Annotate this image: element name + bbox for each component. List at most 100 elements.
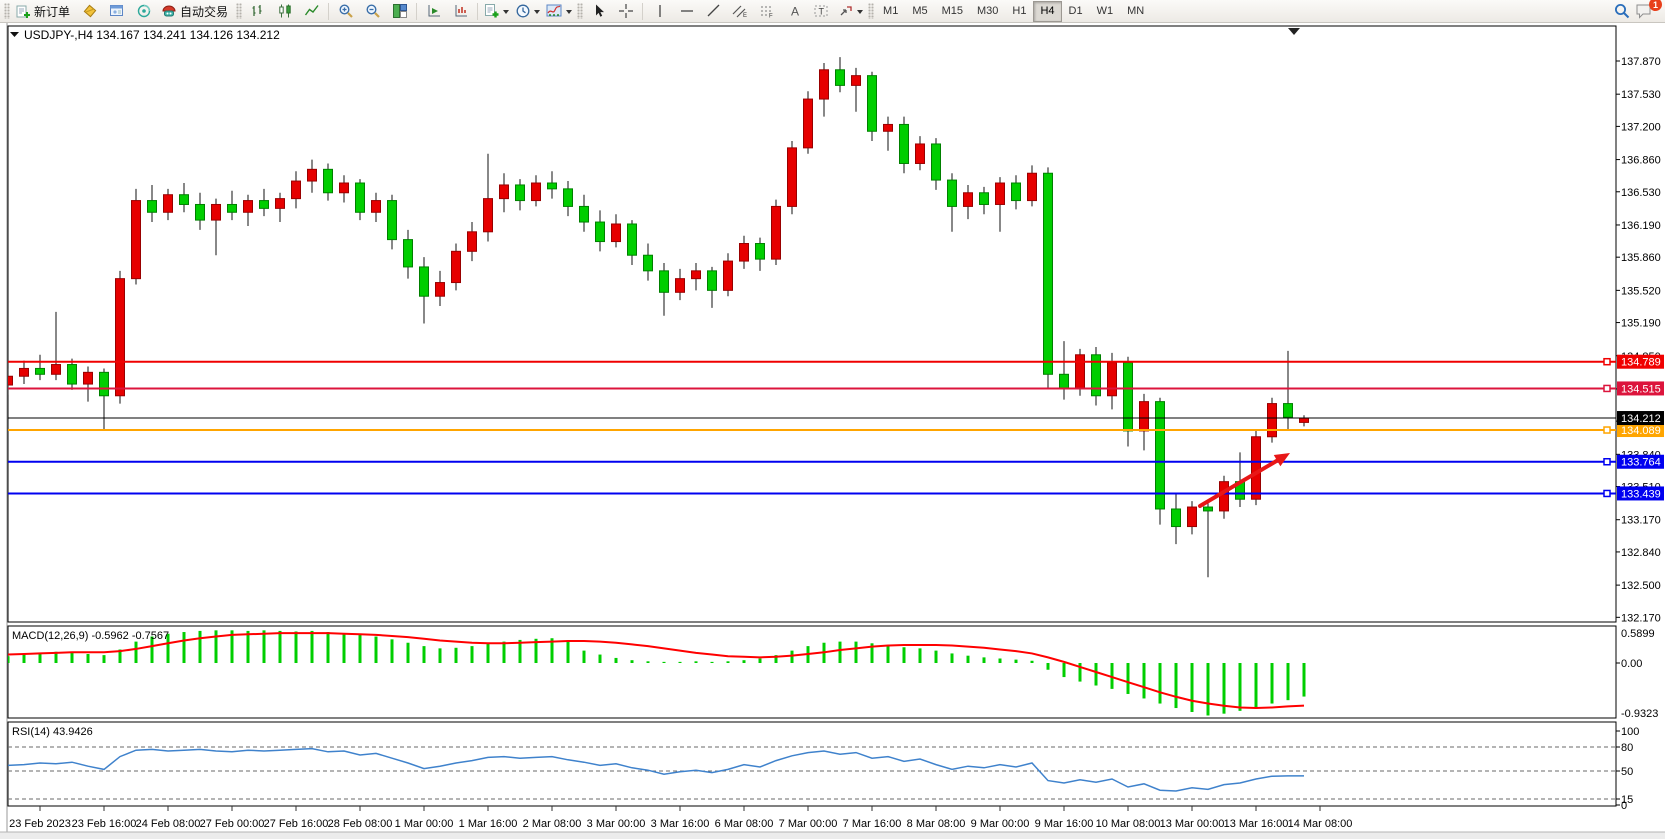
autotrading-label: 自动交易 xyxy=(180,4,229,19)
candle xyxy=(35,354,45,381)
line-handle[interactable] xyxy=(1603,457,1611,466)
candle xyxy=(947,173,957,232)
toolbar-grip[interactable] xyxy=(577,3,584,19)
candle-body xyxy=(1075,354,1085,389)
time-axis-label: 28 Feb 08:00 xyxy=(328,818,393,830)
price-axis-label: 137.870 xyxy=(1621,56,1661,68)
timeframe-m5-button[interactable]: M5 xyxy=(912,5,928,17)
track-chart-button[interactable] xyxy=(447,1,474,22)
trend-arrow[interactable] xyxy=(1198,458,1280,508)
candle xyxy=(643,243,653,281)
indicators-button[interactable] xyxy=(543,1,575,22)
macd-axis-min: -0.9323 xyxy=(1621,708,1658,720)
horizontal-line-tool-button[interactable] xyxy=(673,1,700,22)
toolbar-separator xyxy=(477,2,479,20)
time-axis-label: 27 Feb 16:00 xyxy=(264,818,329,830)
candle-body xyxy=(355,182,365,213)
auto-arrange-button[interactable] xyxy=(420,1,447,22)
rsi-layer xyxy=(8,746,1616,800)
channel-tool-button[interactable]: E xyxy=(727,1,754,22)
candle xyxy=(259,188,269,217)
candle-body xyxy=(595,221,605,243)
candle-body xyxy=(995,182,1005,205)
timeframe-m30-button[interactable]: M30 xyxy=(977,5,999,17)
candle-body xyxy=(35,367,45,375)
candle xyxy=(483,153,493,242)
toolbar-grip[interactable] xyxy=(236,3,243,19)
candle xyxy=(227,190,237,221)
line-handle[interactable] xyxy=(1603,426,1611,434)
line-chart-icon xyxy=(304,5,319,16)
candle-body xyxy=(675,278,685,293)
timeframe-group: M1 M5 M15 M30 H1 H4 D1 W1 MN xyxy=(876,0,1151,22)
label-tool-button[interactable]: T xyxy=(808,1,835,22)
profiles-button[interactable] xyxy=(512,1,543,22)
zoom-out-icon xyxy=(366,4,380,18)
line-handle[interactable] xyxy=(1603,489,1611,498)
price-line-label: 133.764 xyxy=(1621,457,1661,469)
time-axis-label: 13 Mar 16:00 xyxy=(1224,818,1289,830)
price-axis-label: 137.530 xyxy=(1621,89,1661,101)
market-watch-button[interactable] xyxy=(76,1,103,22)
candle-body xyxy=(1011,182,1021,202)
timeframe-m15-button[interactable]: M15 xyxy=(941,5,963,17)
price-line-label-box xyxy=(1617,454,1664,469)
fibonacci-tool-button[interactable]: F xyxy=(754,1,781,22)
toolbar-grip[interactable] xyxy=(868,3,875,19)
timeframe-d1-button[interactable]: D1 xyxy=(1068,5,1083,17)
autotrading-button[interactable]: 自动交易 xyxy=(157,1,234,22)
tile-windows-button[interactable] xyxy=(386,1,413,22)
trendline-tool-button[interactable] xyxy=(700,1,727,22)
terminal-button[interactable] xyxy=(103,1,130,22)
candle xyxy=(835,57,845,93)
candle-body xyxy=(275,198,285,209)
candle-body xyxy=(1203,506,1213,512)
candle-body xyxy=(723,260,733,291)
macd-axis-max: 0.5899 xyxy=(1621,628,1655,640)
time-axis-label: 24 Feb 08:00 xyxy=(136,818,201,830)
zoom-in-button[interactable] xyxy=(332,1,359,22)
timeframe-m1-button[interactable]: M1 xyxy=(883,5,899,17)
toolbar-grip[interactable] xyxy=(4,3,10,19)
search-button[interactable] xyxy=(1608,1,1635,22)
crosshair-tool-button[interactable] xyxy=(612,1,639,22)
time-axis-label: 9 Mar 00:00 xyxy=(971,818,1030,830)
candle-body xyxy=(851,75,861,86)
line-chart-mode-button[interactable] xyxy=(298,1,325,22)
zoom-out-button[interactable] xyxy=(359,1,386,22)
candlestick-mode-button[interactable] xyxy=(271,1,298,22)
new-order-button[interactable]: 新订单 xyxy=(12,1,76,22)
rsi-label: RSI(14) 43.9426 xyxy=(12,726,93,738)
line-handle[interactable] xyxy=(1603,384,1611,393)
candle xyxy=(275,192,285,223)
time-axis-label: 13 Mar 00:00 xyxy=(1160,818,1225,830)
timeframe-h4-button[interactable]: H4 xyxy=(1033,0,1062,22)
line-handle[interactable] xyxy=(1603,357,1611,366)
notifications-button[interactable]: 1 xyxy=(1635,0,1662,20)
candle xyxy=(1267,397,1277,443)
text-tool-button[interactable]: A xyxy=(781,1,808,22)
chart-collapse-icon[interactable] xyxy=(10,32,19,37)
candle xyxy=(115,270,125,404)
timeframe-mn-button[interactable]: MN xyxy=(1127,5,1145,17)
candle xyxy=(1171,493,1181,545)
new-chart-icon xyxy=(485,4,499,18)
timeframe-h1-button[interactable]: H1 xyxy=(1012,5,1027,17)
bar-chart-mode-button[interactable] xyxy=(244,1,271,22)
candle xyxy=(99,368,109,430)
candle-body xyxy=(1155,401,1165,510)
vertical-line-tool-button[interactable] xyxy=(646,1,673,22)
chart-shift-marker[interactable] xyxy=(1288,28,1300,35)
new-chart-button[interactable] xyxy=(481,1,512,22)
candle-body xyxy=(195,203,205,221)
candle xyxy=(707,266,717,308)
candle xyxy=(179,183,189,213)
candle-body xyxy=(387,200,397,241)
signals-button[interactable] xyxy=(130,1,157,22)
arrows-tool-button[interactable] xyxy=(835,1,866,22)
cursor-tool-button[interactable] xyxy=(585,1,612,22)
candle xyxy=(8,368,13,395)
timeframe-w1-button[interactable]: W1 xyxy=(1096,5,1114,17)
candle-body xyxy=(339,182,349,194)
